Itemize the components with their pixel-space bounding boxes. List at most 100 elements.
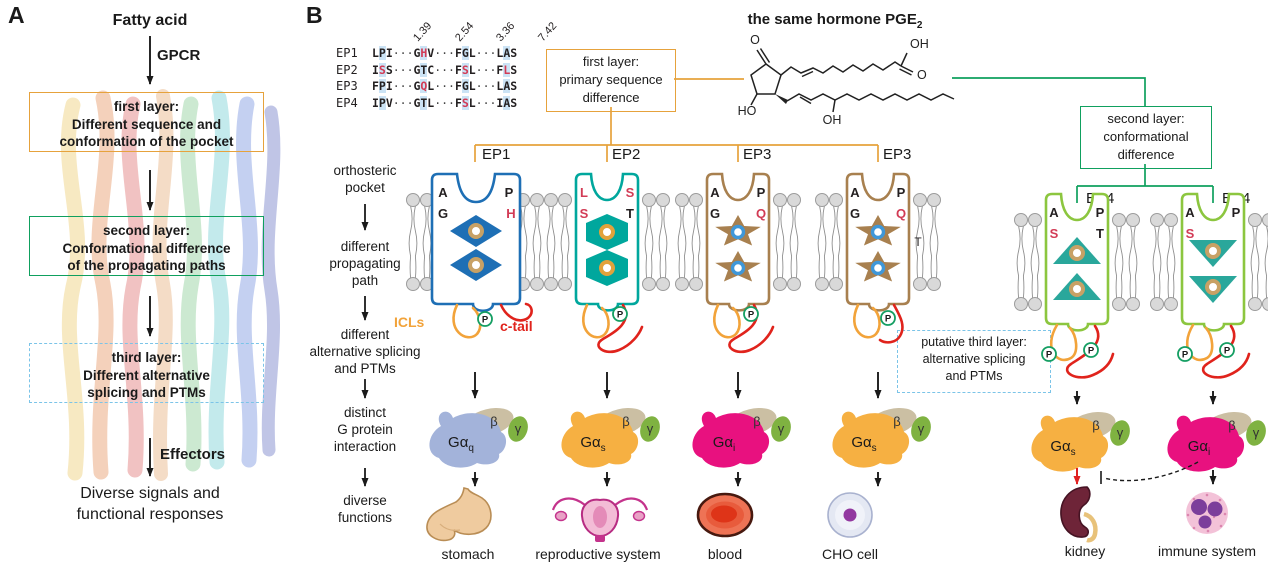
receptor-ep4a: A S P T [1014, 192, 1140, 379]
seq-letter: F [454, 62, 462, 77]
alignment-row: EP2 ISS···GTC···FSL···FLS [336, 61, 517, 78]
sequence-cells: FPI···GQL···FGL···LAS [372, 77, 517, 95]
seq-letter: L [427, 79, 435, 93]
ballesteros-position: 3.36 [494, 20, 518, 44]
g-alpha-subunit [1031, 415, 1109, 472]
seq-letter: S [461, 62, 469, 77]
seq-gap-dots: ··· [434, 62, 455, 77]
seq-letter: I [496, 95, 504, 110]
ballesteros-position: 7.42 [536, 20, 560, 44]
g-protein-gq: Gαq β γ [429, 408, 528, 468]
gamma-label: γ [515, 421, 522, 436]
seq-letter: I [372, 95, 379, 110]
seq-letter: S [510, 46, 518, 60]
carboxyl-o-label: O [917, 68, 927, 82]
svg-text:β: β [1092, 418, 1099, 433]
svg-text:Gαi: Gαi [1188, 438, 1211, 458]
organ-label-stomach: stomach [441, 546, 495, 562]
alignment-row: EP4 IPV···GTL···FSL···IAS [336, 94, 517, 111]
chain-oh-label: OH [823, 113, 842, 127]
ctail-label: c-tail [500, 318, 533, 334]
box-line: Different sequence and [71, 116, 222, 132]
svg-text:Gαq: Gαq [448, 434, 474, 454]
first-layer-annotation-box: first layer: primary sequence difference [546, 49, 676, 112]
blood-cell-icon [696, 492, 754, 538]
label-alternative-splicing: different alternative splicing and PTMs [309, 327, 421, 376]
ballesteros-position: 1.39 [411, 20, 435, 44]
pocket-residue: A [1049, 205, 1059, 220]
icl-loop [1049, 323, 1078, 362]
receptor-label-ep3: EP3 [743, 146, 772, 163]
panel-a-bottom-text: Diverse signals and functional responses [76, 485, 224, 523]
g-protein-gs: Gαs β γ [561, 408, 660, 468]
receptor-ep3-isoform: A G P Q T [815, 172, 941, 344]
hormone-title-subscript: 2 [916, 20, 923, 31]
carboxyl-oh-label: OH [910, 37, 929, 51]
receptor-ep2: L S S T [544, 172, 670, 354]
c-tail [878, 303, 904, 344]
c-tail [499, 302, 533, 322]
g-gamma-subunit [1110, 420, 1130, 446]
box-line: Different alternative [83, 367, 210, 383]
svg-text:Gαs: Gαs [851, 434, 876, 454]
sequence-cells: ISS···GTC···FSL···FLS [372, 61, 517, 79]
g-alpha-subunit [692, 411, 770, 468]
label-diverse-functions: diverse functions [337, 493, 393, 525]
seq-letter: S [510, 79, 518, 93]
pocket-residue: T [626, 206, 634, 221]
organ-label-immune: immune system [1157, 543, 1257, 559]
seq-letter: G [413, 62, 421, 77]
svg-text:γ: γ [1253, 425, 1260, 440]
seq-letter: L [468, 95, 476, 110]
pocket-residue: P [1096, 205, 1105, 220]
icl-loop [1185, 323, 1214, 362]
sequence-cells: LPI···GHV···FGL···LAS [372, 44, 517, 62]
beta-label: β [490, 414, 497, 429]
seq-letter: L [468, 46, 476, 60]
g-gamma-subunit [508, 416, 528, 442]
seq-letter: I [385, 46, 393, 60]
seq-letter: F [454, 46, 462, 60]
seq-letter: S [385, 62, 393, 77]
pocket-residue: A [438, 185, 448, 200]
seq-gap-dots: ··· [475, 62, 497, 77]
gpcr-arrow-label: GPCR [157, 47, 201, 64]
c-tail [597, 303, 644, 354]
seq-letter: S [510, 95, 518, 110]
alignment-rows: EP1 LPI···GHV···FGL···LAS EP2 ISS···GTC···F… [336, 44, 517, 110]
receptor-ep1: A G P H [406, 172, 544, 339]
svg-text:γ: γ [918, 421, 925, 436]
fatty-acid-label: Fatty acid [112, 12, 188, 29]
second-layer-annotation-box: second layer: conformational difference [1080, 106, 1212, 169]
g-gamma-subunit [640, 416, 660, 442]
box-title: first layer: [113, 99, 180, 114]
stomach-icon [426, 487, 492, 542]
seq-gap-dots: ··· [392, 62, 414, 77]
svg-text:β: β [893, 414, 900, 429]
pocket-residue: A [710, 185, 720, 200]
panel-a-letter: A [8, 2, 25, 28]
seq-gap-dots: ··· [475, 46, 497, 60]
seq-letter: G [413, 79, 421, 93]
panel-a-third-layer-box: third layer: Different alternative splic… [29, 343, 264, 403]
g-protein-gs-2: Gαs β γ [832, 408, 931, 468]
sequence-name: EP4 [336, 95, 358, 110]
seq-letter: L [427, 95, 435, 110]
receptor-ep3: A G P Q [675, 172, 801, 354]
organ-label-kidney: kidney [1064, 543, 1106, 559]
seq-gap-dots: ··· [434, 79, 455, 93]
g-protein-gi: Gαi β γ [692, 408, 791, 468]
svg-text:β: β [622, 414, 629, 429]
sequence-cells: IPV···GTL···FSL···IAS [372, 94, 517, 112]
seq-letter: C [427, 62, 435, 77]
box-line: splicing and PTMs [87, 385, 206, 400]
pocket-residue-red: S [1186, 226, 1195, 241]
receptor-label-ep2: EP2 [612, 146, 641, 163]
icls-label: ICLs [394, 314, 425, 330]
pocket-residue: T [1096, 226, 1104, 241]
svg-text:γ: γ [1117, 425, 1124, 440]
seq-gap-dots: ··· [392, 79, 414, 93]
seq-letter: L [496, 79, 504, 93]
seq-letter: A [503, 95, 511, 110]
